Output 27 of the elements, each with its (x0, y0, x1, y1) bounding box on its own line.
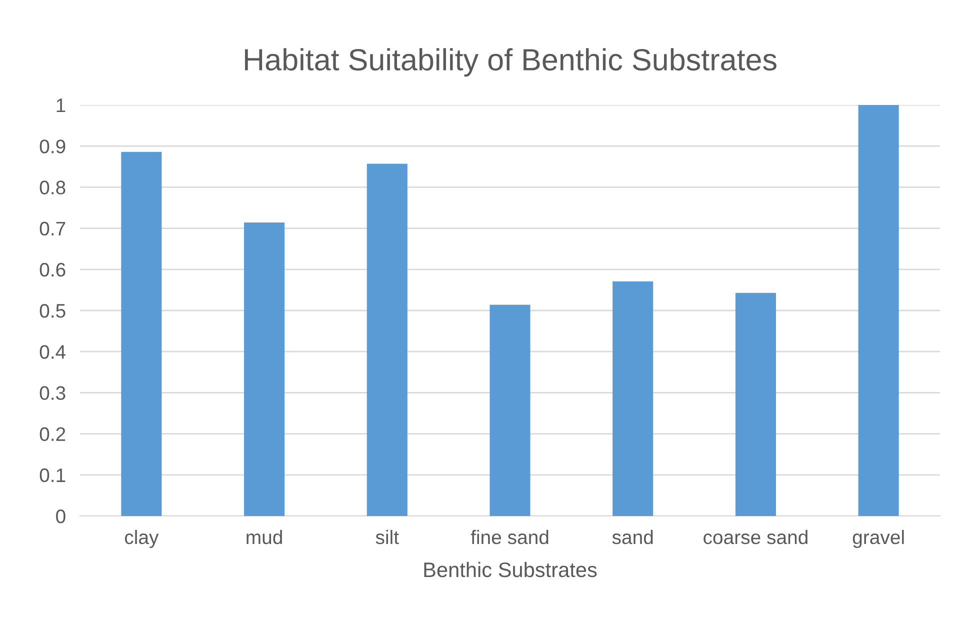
y-tick-label: 1 (56, 98, 66, 112)
y-tick-label: 0.6 (40, 262, 66, 277)
x-tick-label: gravel (852, 530, 904, 548)
bar (121, 152, 162, 516)
bar (366, 164, 408, 516)
y-tick-label: 0.8 (40, 180, 66, 194)
x-tick-label: coarse sand (704, 530, 808, 544)
y-tick-label: 0.7 (40, 222, 66, 236)
y-tick-label: 0.9 (40, 140, 66, 154)
x-tick-label: clay (124, 530, 159, 548)
x-tick-label: fine sand (470, 530, 548, 544)
x-axis-title: Benthic Substrates (424, 562, 597, 578)
y-tick-label: 0 (56, 509, 66, 524)
y-tick-label: 0.4 (40, 345, 66, 359)
bar (858, 105, 899, 516)
x-tick-label: sand (612, 530, 653, 544)
bar (490, 304, 530, 516)
bar (735, 292, 776, 516)
bar (612, 281, 654, 516)
y-tick-label: 0.5 (40, 304, 66, 318)
y-tick-label: 0.3 (40, 386, 66, 400)
bar (244, 222, 285, 516)
x-tick-label: silt (376, 530, 399, 544)
chart-title: Habitat Suitability of Benthic Substrates (245, 48, 776, 77)
y-tick-label: 0.2 (40, 427, 66, 442)
x-tick-label: mud (246, 530, 282, 544)
y-tick-label: 0.1 (40, 468, 66, 482)
